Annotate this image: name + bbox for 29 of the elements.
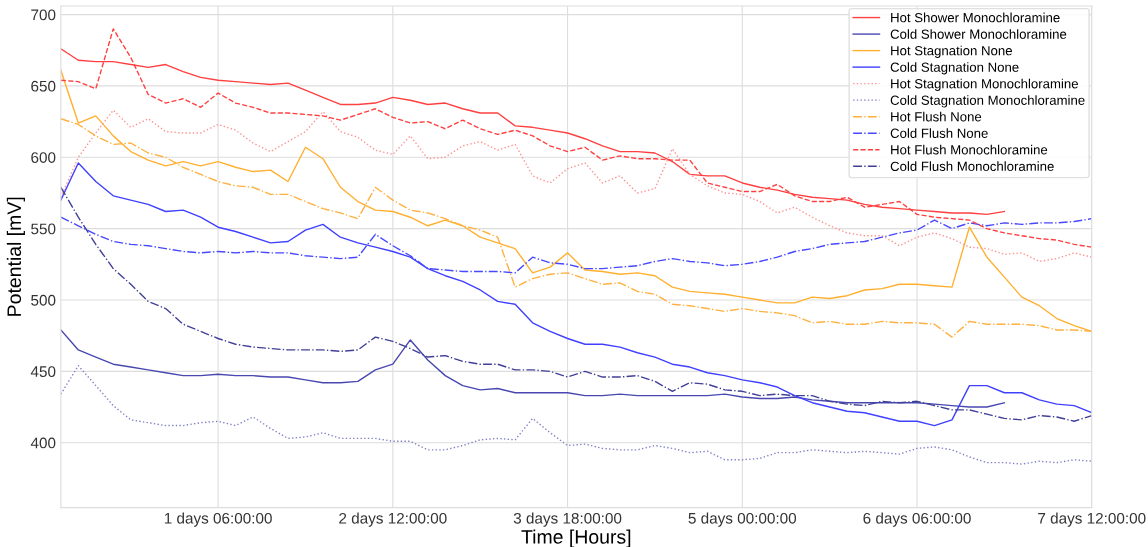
legend-label: Hot Stagnation None	[891, 45, 1012, 58]
legend-label: Cold Flush Monochloramine	[890, 161, 1054, 171]
y-axis-title: Potential [mV]	[6, 197, 25, 316]
y-tick-label: 450	[30, 366, 56, 378]
line-series	[60, 329, 1006, 408]
legend-label: Cold Stagnation None	[890, 62, 1019, 75]
line-series	[60, 28, 1092, 248]
x-tick-label: 5 days 00:00:00	[688, 512, 797, 527]
legend-label: Hot Shower Monochloramine	[891, 12, 1060, 23]
legend-label: Hot Flush Monochloramine	[891, 144, 1048, 155]
line-series	[60, 364, 1092, 465]
legend-label: Hot Flush None	[891, 111, 982, 122]
x-tick-label: 1 days 06:00:00	[164, 512, 272, 527]
legend-label: Cold Shower Monochloramine	[890, 29, 1067, 39]
y-tick-label: 550	[31, 223, 56, 235]
x-axis-title: Time [Hours]	[521, 529, 631, 547]
x-tick-label: 7 days 12:00:00	[1038, 512, 1146, 527]
line-series	[60, 109, 1092, 263]
y-tick-label: 500	[31, 294, 56, 306]
y-tick-label: 400	[30, 437, 56, 449]
y-tick-label: 700	[31, 9, 56, 21]
legend-label: Cold Stagnation Monochloramine	[890, 95, 1085, 108]
legend-label: Cold Flush None	[890, 128, 988, 138]
x-tick-label: 6 days 06:00:00	[863, 512, 971, 527]
x-tick-label: 3 days 18:00:00	[513, 512, 622, 527]
x-tick-label: 2 days 12:00:00	[339, 512, 447, 527]
legend-label: Hot Stagnation Monochloramine	[891, 78, 1078, 91]
y-tick-label: 650	[31, 80, 56, 92]
y-tick-label: 600	[31, 152, 56, 163]
